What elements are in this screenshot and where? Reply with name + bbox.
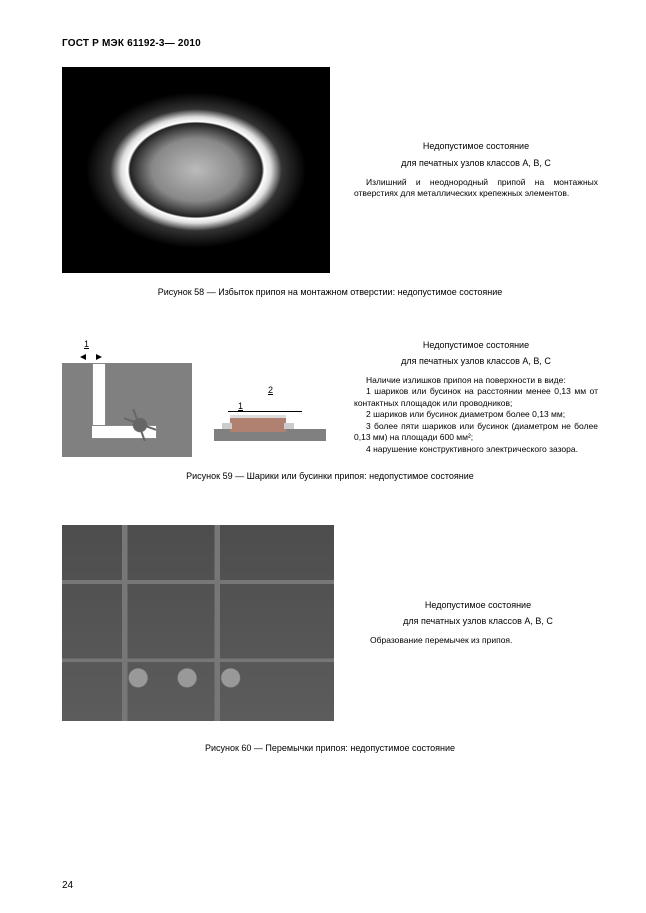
figure-60-text: Недопустимое состояние для печатных узло…	[334, 599, 598, 647]
figure-59-caption: Рисунок 59 — Шарики или бусинки припоя: …	[62, 471, 598, 481]
figure-58-block: Недопустимое состояние для печатных узло…	[62, 67, 598, 273]
fig59-subtitle: для печатных узлов классов A, B, C	[354, 355, 598, 367]
fig59-chip	[230, 415, 286, 432]
fig59-intro: Наличие излишков припоя на поверхности в…	[354, 375, 598, 386]
fig58-title: Недопустимое состояние	[354, 140, 598, 152]
fig59-solder-ball-icon	[128, 413, 152, 437]
fig59-dim-arrows	[80, 351, 102, 363]
figure-59-diagram: 1 1 2	[62, 337, 330, 457]
figure-59-text: Недопустимое состояние для печатных узло…	[330, 339, 598, 456]
page: ГОСТ Р МЭК 61192-3— 2010 Недопустимое со…	[0, 0, 646, 913]
fig59-line4: 4 нарушение конструктивного электрическо…	[354, 444, 598, 455]
fig59-chip-lead-right	[284, 423, 294, 429]
fig59-line3: 3 более пяти шариков или бусинок (диамет…	[354, 421, 598, 444]
fig58-desc: Излишний и неоднородный припой на монтаж…	[354, 177, 598, 200]
fig59-line2: 2 шариков или бусинок диаметром более 0,…	[354, 409, 598, 420]
figure-60-block: Недопустимое состояние для печатных узло…	[62, 525, 598, 721]
fig59-chip-lead-left	[222, 423, 232, 429]
fig60-desc: Образование перемычек из припоя.	[358, 635, 598, 646]
fig60-subtitle: для печатных узлов классов A, B, C	[358, 615, 598, 627]
fig60-title: Недопустимое состояние	[358, 599, 598, 611]
fig58-subtitle: для печатных узлов классов A, B, C	[354, 157, 598, 169]
figure-59-block: 1 1 2 Недопустимое состояние для печатны…	[62, 337, 598, 457]
figure-60-image	[62, 525, 334, 721]
page-number: 24	[62, 880, 73, 891]
figure-60-caption: Рисунок 60 — Перемычки припоя: недопусти…	[62, 743, 598, 753]
fig59-line1: 1 шариков или бусинок на расстоянии мене…	[354, 386, 598, 409]
fig59-dim-2a: 1	[238, 401, 243, 411]
fig59-title: Недопустимое состояние	[354, 339, 598, 351]
figure-58-text: Недопустимое состояние для печатных узло…	[330, 140, 598, 199]
figure-58-image	[62, 67, 330, 273]
fig59-dim-2b: 2	[268, 385, 273, 395]
figure-58-caption: Рисунок 58 — Избыток припоя на монтажном…	[62, 287, 598, 297]
fig59-dim-line	[228, 411, 302, 412]
doc-header: ГОСТ Р МЭК 61192-3— 2010	[62, 38, 598, 49]
fig59-dim-1: 1	[84, 339, 89, 349]
